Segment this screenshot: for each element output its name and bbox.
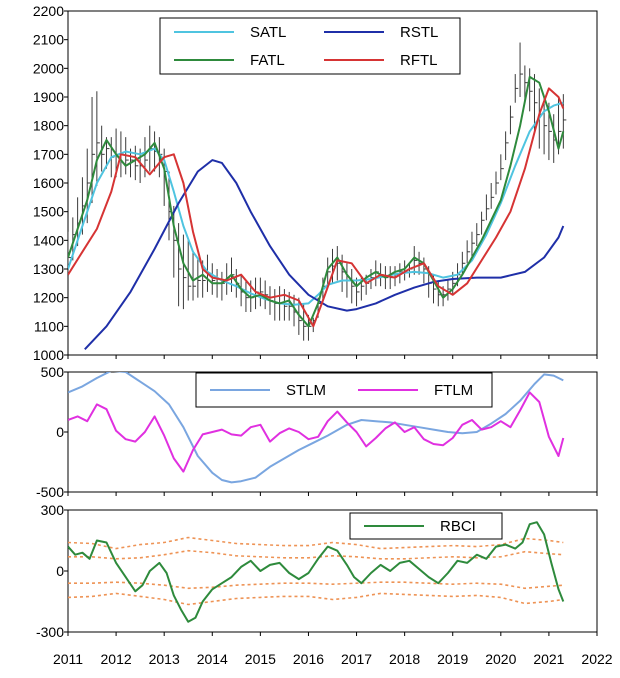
x-tick-label: 2022 bbox=[581, 651, 612, 667]
x-tick-label: 2011 bbox=[53, 651, 83, 667]
price-panel: 1000 1100 1200 1300 1400 1500 1600 1700 1800 1900… bbox=[33, 3, 598, 363]
plot-area bbox=[68, 372, 565, 484]
momentum-panel: -500 0 500 STLM FTLM bbox=[36, 364, 598, 500]
rbci-band-line bbox=[68, 536, 564, 550]
legend-label: FTLM bbox=[434, 382, 473, 399]
x-tick-label: 2014 bbox=[197, 651, 228, 667]
y-tick-label: 2100 bbox=[33, 32, 64, 48]
y-tick-label: 1100 bbox=[34, 318, 64, 334]
series-line-rbci bbox=[68, 521, 565, 623]
legend-label: FATL bbox=[250, 52, 285, 69]
y-tick-label: 500 bbox=[41, 364, 65, 380]
legend-label: SATL bbox=[250, 24, 286, 41]
y-tick-label: 1400 bbox=[33, 232, 64, 248]
legend-box bbox=[159, 17, 461, 75]
y-tick-label: -300 bbox=[36, 624, 64, 640]
y-tick-label: 1500 bbox=[33, 204, 64, 220]
x-tick-label: 2017 bbox=[341, 651, 372, 667]
x-tick-label: 2015 bbox=[245, 651, 276, 667]
y-tick-label: 1200 bbox=[33, 290, 64, 306]
x-tick-label: 2016 bbox=[293, 651, 324, 667]
y-tick-label: 0 bbox=[56, 424, 64, 440]
plot-area bbox=[68, 521, 565, 623]
y-tick-label: 300 bbox=[41, 502, 65, 518]
y-tick-label: 1300 bbox=[33, 261, 64, 277]
series-line-rftl bbox=[68, 87, 565, 328]
y-tick-label: 2000 bbox=[33, 60, 64, 76]
y-tick-label: 1900 bbox=[33, 89, 64, 105]
legend-label: RFTL bbox=[400, 52, 438, 69]
series-line-satl bbox=[68, 101, 564, 306]
y-tick-label: 2200 bbox=[33, 3, 64, 19]
plot-area bbox=[68, 42, 567, 350]
x-tick-label: 2019 bbox=[437, 651, 468, 667]
rbci-band-line bbox=[68, 581, 564, 590]
rbci-band-line bbox=[68, 592, 564, 606]
x-tick-label: 2020 bbox=[485, 651, 516, 667]
y-tick-label: 1700 bbox=[33, 146, 64, 162]
series-line-stlm bbox=[68, 372, 564, 484]
y-tick-label: 1600 bbox=[33, 175, 64, 191]
y-tick-label: 1800 bbox=[33, 118, 64, 134]
legend-label: RSTL bbox=[400, 24, 438, 41]
series-line-ftlm bbox=[68, 391, 565, 473]
x-tick-label: 2013 bbox=[149, 651, 180, 667]
y-tick-label: 0 bbox=[56, 563, 64, 579]
series-line-fatl bbox=[68, 75, 565, 328]
y-tick-label: 1000 bbox=[33, 347, 64, 363]
plot-frame bbox=[67, 509, 598, 633]
legend-label: RBCI bbox=[440, 518, 476, 535]
y-tick-label: -500 bbox=[36, 484, 64, 500]
x-tick-label: 2021 bbox=[533, 651, 564, 667]
x-tick-label: 2018 bbox=[389, 651, 420, 667]
rbci-panel: -300 0 300 2011 2012 2013 2014 2015 2016 2017 2018… bbox=[36, 502, 613, 667]
x-tick-label: 2012 bbox=[101, 651, 132, 667]
legend-label: STLM bbox=[286, 382, 326, 399]
